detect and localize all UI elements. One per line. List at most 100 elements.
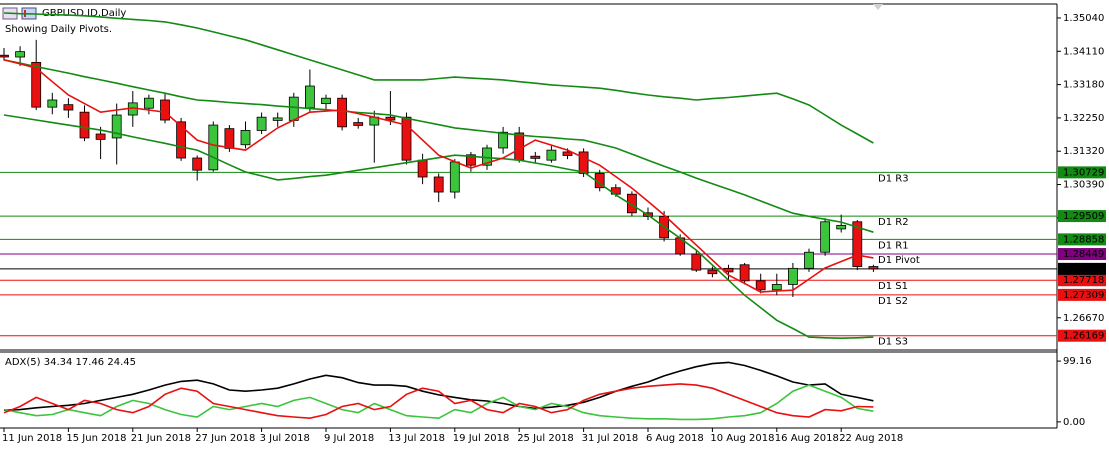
- candle-body: [272, 117, 283, 121]
- candle-body: [47, 99, 58, 108]
- y-tick-label: 1.30390: [1063, 180, 1104, 191]
- pivot-price-box: [1058, 166, 1106, 179]
- candle-body: [111, 114, 122, 139]
- x-tick-label: 31 Jul 2018: [582, 433, 639, 444]
- candle-body: [498, 131, 509, 149]
- candle-body: [337, 97, 348, 128]
- adx-line: [3, 383, 874, 420]
- x-tick-label: 15 Jun 2018: [66, 433, 126, 444]
- candle-body: [578, 151, 589, 174]
- last-price-box: [1058, 262, 1106, 275]
- x-tick-label: 16 Aug 2018: [775, 433, 839, 444]
- candle-body: [755, 280, 766, 291]
- pivot-label: D1 S1: [878, 281, 908, 292]
- pivot-price: 1.27718: [1063, 275, 1104, 286]
- candle-body: [353, 122, 364, 126]
- y-tick-label: 1.26670: [1063, 313, 1104, 324]
- candle-body: [465, 154, 476, 166]
- candle-body: [417, 159, 428, 178]
- candle-body: [385, 116, 396, 121]
- pivot-price: 1.30729: [1063, 167, 1104, 178]
- pivot-price: 1.29509: [1063, 211, 1104, 222]
- x-tick-label: 25 Jul 2018: [517, 433, 574, 444]
- candle-body: [562, 151, 573, 156]
- candle-body: [739, 264, 750, 282]
- x-tick-label: 10 Aug 2018: [710, 433, 774, 444]
- pivot-price-box: [1058, 329, 1106, 342]
- pivot-price-box: [1058, 233, 1106, 246]
- candle-body: [192, 157, 203, 171]
- pivot-label: D1 S3: [878, 337, 908, 348]
- candle-body: [95, 133, 106, 140]
- pivot-price: 1.26169: [1063, 331, 1104, 342]
- y-tick-label: 1.32250: [1063, 113, 1104, 124]
- adx-line: [3, 361, 874, 411]
- indicator-line: [3, 59, 874, 233]
- candle-body: [546, 149, 557, 161]
- candle-body: [240, 130, 251, 146]
- indicator-line: [3, 59, 874, 293]
- pivot-label: D1 Pivot: [878, 255, 920, 266]
- candle-body: [160, 99, 170, 121]
- candle-body: [208, 124, 219, 171]
- x-tick-label: 21 Jun 2018: [131, 433, 191, 444]
- candle-body: [530, 155, 541, 159]
- candle-body: [836, 224, 847, 230]
- candle-body: [31, 61, 42, 108]
- candle-body: [449, 161, 460, 193]
- chart-subtitle: Showing Daily Pivots.: [5, 24, 112, 35]
- candle-body: [433, 176, 444, 193]
- indicator-line: [3, 114, 874, 340]
- candle-body: [788, 267, 798, 285]
- candle-body: [0, 54, 9, 58]
- pivot-label: D1 S2: [878, 296, 908, 307]
- pivot-label: D1 R1: [878, 240, 909, 251]
- candle-body: [321, 97, 331, 104]
- candle-body: [868, 266, 879, 270]
- indicator-line: [3, 12, 874, 144]
- y-tick-label: 1.33180: [1063, 80, 1104, 91]
- y-tick-label: 99.16: [1063, 356, 1092, 367]
- candle-body: [79, 111, 90, 139]
- pivot-label: D1 R2: [878, 217, 909, 228]
- candle-body: [224, 128, 235, 149]
- x-tick-label: 3 Jul 2018: [260, 433, 310, 444]
- pivot-price: 1.28858: [1063, 234, 1104, 245]
- x-tick-label: 27 Jun 2018: [195, 433, 255, 444]
- candle-body: [304, 85, 315, 109]
- pivot-label: D1 R3: [878, 173, 909, 184]
- candle-body: [691, 253, 702, 271]
- candle-body: [288, 96, 299, 121]
- candle-body: [804, 251, 814, 269]
- candle-body: [707, 269, 718, 275]
- chart-title: GBPUSD.ID,Daily: [42, 8, 126, 19]
- candle-body: [771, 284, 782, 291]
- candle-body: [401, 116, 412, 161]
- candle-body: [820, 221, 830, 253]
- x-tick-label: 19 Jul 2018: [453, 433, 510, 444]
- y-tick-label: 0.00: [1063, 417, 1085, 428]
- x-tick-label: 9 Jul 2018: [324, 433, 374, 444]
- adx-line: [3, 384, 874, 421]
- x-tick-label: 13 Jul 2018: [388, 433, 445, 444]
- pivot-price: 1.27309: [1063, 290, 1104, 301]
- candle-body: [63, 104, 74, 111]
- pivot-price-box: [1058, 210, 1106, 223]
- x-tick-label: 22 Aug 2018: [839, 433, 903, 444]
- x-tick-label: 6 Aug 2018: [646, 433, 704, 444]
- scroll-marker: [873, 4, 883, 10]
- y-tick-label: 1.35040: [1063, 13, 1104, 24]
- last-price: 1.28035: [1063, 264, 1104, 275]
- candle-body: [256, 116, 267, 131]
- candle-body: [627, 193, 637, 214]
- pivot-price-box: [1058, 274, 1106, 287]
- candle-body: [143, 97, 154, 109]
- pivot-price-box: [1058, 248, 1106, 261]
- y-tick-label: 1.34110: [1063, 46, 1104, 57]
- candle-body: [852, 221, 863, 267]
- x-tick-label: 11 Jun 2018: [2, 433, 62, 444]
- indicator-title: ADX(5) 34.34 17.46 24.45: [5, 357, 136, 368]
- y-tick-label: 1.31320: [1063, 146, 1104, 157]
